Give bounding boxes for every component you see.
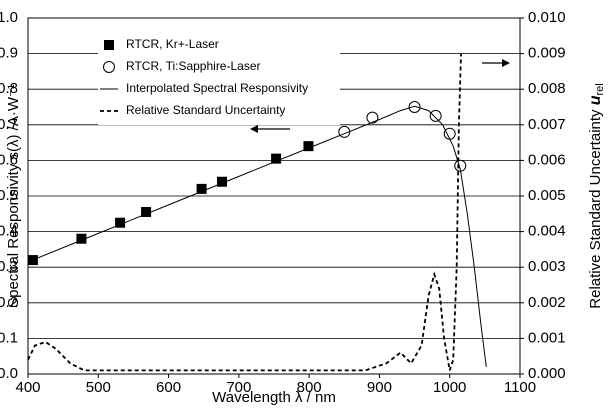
y2-tick-label: 0.008 [528,80,566,97]
y-axis-title: Spectral Responsivity s(λ) /A·W⁻¹ [5,84,22,308]
x-tick-label: 1100 [504,379,536,396]
circle-point [103,61,115,73]
circle-point [408,101,421,113]
y2-axis-title: Relative Standard Uncertainty urel [587,83,606,308]
y-tick-label: 1.0 [0,9,18,26]
y-tick-label: 0.3 [0,258,18,275]
x-tick-label: 500 [86,379,111,396]
y2-tick-label: 0.004 [528,223,566,240]
y-tick-label: 0.6 [0,151,18,168]
square-point [104,40,114,50]
y-tick-label: 0.0 [0,365,18,382]
x-tick-label: 600 [156,379,181,396]
y2-tick-label: 0.007 [528,116,566,133]
y-tick-label: 0.5 [0,187,18,204]
legend-label: Interpolated Spectral Responsivity [126,81,308,95]
y-tick-label: 0.2 [0,294,18,311]
legend: RTCR, Kr+-Laser RTCR, Ti:Sapphire-Laser In… [98,33,340,125]
legend-label: RTCR, Ti:Sapphire-Laser [126,59,261,73]
y-tick-label: 0.9 [0,45,18,62]
legend-label: RTCR, Kr+-Laser [126,37,219,51]
series-line [27,105,487,367]
arrow-head [250,125,258,133]
circle-point [366,111,379,124]
square-point [141,207,152,218]
x-tick-label: 400 [15,379,40,396]
x-tick-label: 800 [297,379,322,396]
series-line [27,53,462,372]
x-axis-title: Wavelength λ / nm [212,389,336,406]
square-point [196,183,207,194]
y2-tick-label: 0.002 [528,294,566,311]
circle-point [429,109,442,122]
plot-area: 0.0 0.1 0.2 0.3 0.4 0.5 0.6 0.7 0.8 0.9 1.0 0.000 0.… [0,9,566,396]
y-tick-label: 0.1 [0,329,18,346]
square-point [303,141,314,152]
y2-title-text: Relative Standard Uncertainty [587,109,604,309]
y2-title-subscript: rel [594,83,606,95]
y2-tick-label: 0.003 [528,258,566,275]
legend-background [98,33,340,125]
square-point [76,233,87,244]
y2-tick-label: 0.010 [528,9,566,26]
y-tick-label: 0.7 [0,116,18,133]
legend-label: Relative Standard Uncertainty [126,103,285,117]
y2-tick-label: 0.000 [528,365,566,382]
y-tick-label: 0.8 [0,80,18,97]
y2-tick-label: 0.006 [528,151,566,168]
y2-tick-label: 0.009 [528,45,566,62]
arrow-head [502,59,510,67]
x-tick-label: 1000 [433,379,466,396]
circle-point [443,127,456,140]
x-tick-label: 900 [367,379,392,396]
y2-title-symbol: u [587,95,604,105]
square-point [216,176,227,187]
plot-frame [27,17,521,375]
x-tick-label: 700 [226,379,251,396]
y2-tick-label: 0.005 [528,187,566,204]
square-point [115,217,126,228]
annotation-arrows [250,59,510,133]
y2-tick-label: 0.001 [528,329,566,346]
square-point [271,153,282,164]
y-tick-label: 0.4 [0,223,18,240]
